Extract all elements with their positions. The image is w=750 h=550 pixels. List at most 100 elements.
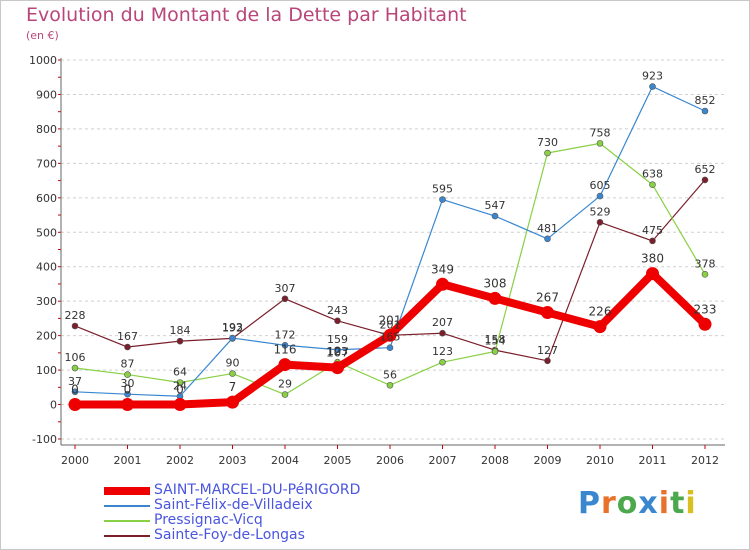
x-tick-label: 2007 [429,454,457,467]
data-label: 172 [275,328,296,341]
data-point [124,371,131,378]
data-point [71,364,79,372]
data-point [229,334,236,342]
logo-letter: t [670,486,686,521]
y-tick-label: -100 [32,433,57,446]
data-label: 123 [327,345,348,358]
data-point [541,306,554,320]
data-label: 165 [380,331,401,344]
data-label: 24 [173,379,187,392]
data-label: 267 [536,291,559,305]
x-tick-label: 2000 [61,454,89,467]
y-tick-label: 100 [36,364,57,377]
data-label: 90 [226,357,240,370]
data-label: 64 [173,365,187,378]
data-label: 207 [432,316,453,329]
logo-letter: x [638,486,659,521]
y-tick-label: 800 [36,123,57,136]
data-point [226,395,239,409]
data-point [281,391,289,398]
data-point [71,322,79,330]
data-label: 243 [327,304,348,317]
data-label: 201 [379,313,402,327]
x-tick-label: 2010 [586,454,614,467]
data-point [121,398,134,412]
data-label: 29 [278,378,292,391]
x-tick-label: 2003 [219,454,247,467]
data-point [331,361,344,375]
data-point [439,196,446,203]
logo-letter: o [616,486,639,521]
data-label: 730 [537,136,558,149]
data-point [176,337,184,345]
y-tick-label: 600 [36,192,57,205]
data-label: 154 [485,334,506,347]
data-label: 228 [65,309,86,322]
data-point [71,388,79,396]
data-point [334,346,341,354]
data-label: 167 [117,330,138,343]
data-label: 233 [694,302,717,316]
x-tick-label: 2005 [324,454,352,467]
data-point [229,370,236,377]
data-label: 30 [121,377,135,390]
series-line [74,142,706,396]
grid-lines [61,59,725,440]
x-tick-label: 2004 [271,454,299,467]
data-point [281,341,289,349]
data-label: 87 [121,358,135,371]
legend-label: Sainte-Foy-de-Longas [154,527,305,543]
data-point [593,320,607,334]
data-point [386,344,394,351]
y-tick-label: 0 [50,399,57,412]
data-point [68,398,82,412]
data-label: 475 [642,224,663,237]
y-tick-label: 900 [36,88,57,101]
data-point [124,343,131,351]
data-label: 605 [590,179,611,192]
y-tick-label: 200 [36,330,57,343]
data-point [596,218,604,226]
data-label: 378 [695,257,716,270]
data-label: 192 [222,321,243,334]
data-label: 547 [485,199,506,212]
data-label: 107 [326,346,349,360]
data-label: 226 [589,305,612,319]
x-tick-label: 2001 [114,454,142,467]
data-label: 852 [695,94,716,107]
data-label: 159 [327,333,348,346]
data-label: 380 [641,252,664,266]
data-label: 529 [590,205,611,218]
data-point [439,358,446,366]
legend-swatch [104,535,150,537]
data-label: 638 [642,168,663,181]
y-tick-label: 400 [36,261,57,274]
legend-swatch [104,487,150,495]
data-label: 652 [695,163,716,176]
data-point [544,235,551,243]
data-point [544,149,551,157]
x-tick-label: 2011 [639,454,667,467]
data-point [386,381,394,389]
y-tick-label: 700 [36,157,57,170]
data-label: 595 [432,183,453,196]
data-point [383,328,397,342]
data-label: 758 [590,126,611,139]
legend-label: Pressignac-Vicq [154,512,263,528]
y-tick-label: 300 [36,295,57,308]
data-point [176,379,184,386]
data-label: 116 [274,343,297,357]
data-point [281,295,289,303]
x-tick-label: 2012 [691,454,719,467]
data-point [646,267,659,281]
x-tick-label: 2002 [166,454,194,467]
x-tick-label: 2006 [376,454,404,467]
data-point [649,181,656,189]
data-point [124,390,131,398]
series [68,83,712,412]
x-tick-label: 2009 [534,454,562,467]
data-label: 184 [170,324,191,337]
